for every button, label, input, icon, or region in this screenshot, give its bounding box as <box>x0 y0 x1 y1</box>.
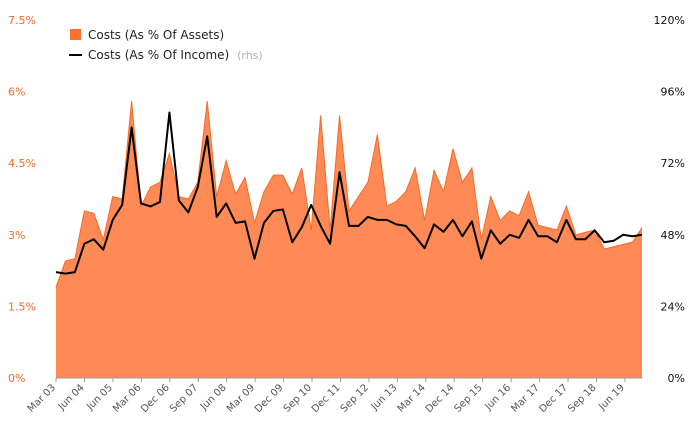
legend: Costs (As % Of Assets) Costs (As % Of In… <box>69 28 263 62</box>
legend-swatch-area <box>70 29 81 40</box>
x-tick-label: Jun 13 <box>369 382 400 413</box>
right-axis-ticks: 0% 24% 48% 72% 96% 120% <box>654 14 685 385</box>
x-tick-label: Dec 09 <box>253 382 286 415</box>
legend-label-area: Costs (As % Of Assets) <box>88 28 224 42</box>
x-tick-label: Sep 15 <box>452 382 484 414</box>
line-series-path <box>55 111 643 275</box>
x-tick-label: Mar 14 <box>396 382 428 414</box>
left-tick-label: 7.5% <box>8 14 36 27</box>
x-tick-label: Sep 07 <box>168 382 200 414</box>
left-tick-label: 0% <box>8 372 25 385</box>
x-tick-label: Jun 05 <box>84 382 115 413</box>
x-tick-label: Dec 14 <box>424 382 457 415</box>
x-tick-label: Jun 04 <box>56 382 87 413</box>
area-series-fill <box>56 101 642 379</box>
left-tick-label: 6% <box>8 86 25 99</box>
x-tick-label: Dec 06 <box>139 382 172 415</box>
x-tick-label: Mar 09 <box>225 382 257 414</box>
x-tick-label: Sep 12 <box>339 382 371 414</box>
left-tick-label: 1.5% <box>8 300 36 313</box>
x-tick-label: Dec 11 <box>310 382 343 415</box>
right-tick-label: 24% <box>661 300 685 313</box>
left-axis-ticks: 0% 1.5% 3% 4.5% 6% 7.5% <box>8 14 36 385</box>
x-tick-label: Mar 17 <box>509 382 541 414</box>
x-tick-label: Jun 16 <box>482 382 513 413</box>
right-tick-label: 72% <box>661 157 685 170</box>
x-tick-label: Jun 19 <box>596 382 627 413</box>
right-tick-label: 0% <box>668 372 685 385</box>
x-tick-label: Jun 08 <box>198 382 229 413</box>
x-tick-label: Mar 06 <box>111 382 143 414</box>
legend-label-line-name: Costs (As % Of Income) <box>88 48 229 62</box>
right-tick-label: 96% <box>661 86 685 99</box>
legend-label-line: Costs (As % Of Income) (rhs) <box>88 48 263 62</box>
x-tick-label: Sep 18 <box>566 382 598 414</box>
x-tick-label: Dec 17 <box>537 382 570 415</box>
area-series-layer <box>55 101 643 379</box>
left-tick-label: 3% <box>8 229 25 242</box>
x-tick-label: Mar 03 <box>26 382 58 414</box>
area-series-edge <box>55 101 643 288</box>
line-series-layer <box>55 111 643 275</box>
right-tick-label: 120% <box>654 14 685 27</box>
right-tick-label: 48% <box>661 229 685 242</box>
left-tick-label: 4.5% <box>8 157 36 170</box>
x-tick-label: Sep 10 <box>282 382 314 414</box>
legend-label-line-note: (rhs) <box>237 49 263 62</box>
